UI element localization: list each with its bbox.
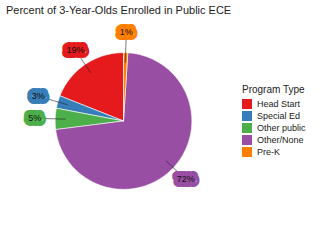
svg-text:72%: 72%	[177, 174, 195, 184]
html-text:Other/None: Other/None	[257, 134, 304, 145]
html-text:Head Start: Head Start	[257, 98, 300, 109]
html-text:Other public: Other public	[257, 122, 306, 133]
svg-text:5%: 5%	[28, 113, 41, 123]
html-text:Program Type: Program Type	[242, 83, 305, 95]
svg-text:1%: 1%	[120, 27, 133, 37]
svg-text:19%: 19%	[66, 45, 84, 55]
svg-text:3%: 3%	[32, 91, 45, 101]
html-text:Special Ed: Special Ed	[257, 110, 300, 121]
html-text:Pre-K: Pre-K	[257, 146, 280, 157]
html-text:Percent of 3-Year-Olds Enrolle: Percent of 3-Year-Olds Enrolled in Publi…	[6, 4, 232, 16]
